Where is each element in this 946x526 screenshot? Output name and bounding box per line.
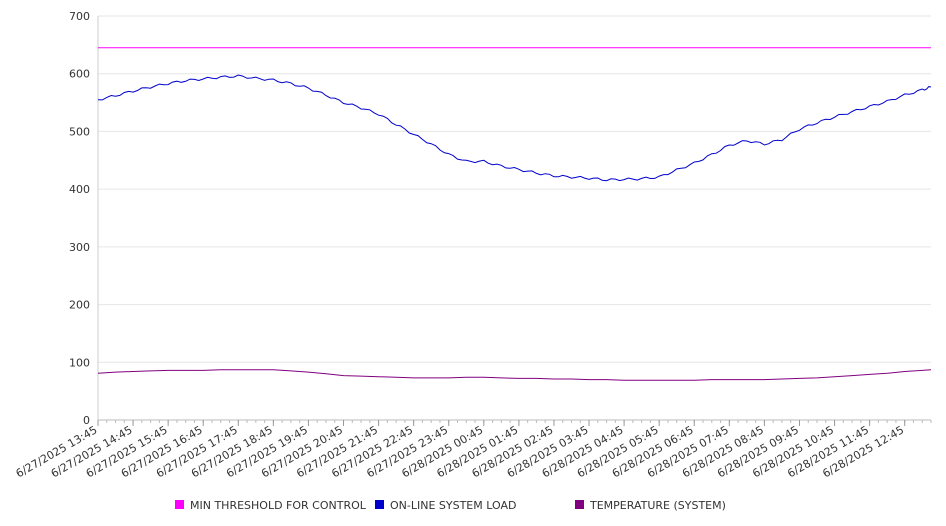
legend: MIN THRESHOLD FOR CONTROL ON-LINE SYSTEM … [175, 499, 726, 512]
series-line-temperature-system [97, 369, 932, 381]
y-tick-label: 300 [69, 241, 90, 254]
y-tick-label: 500 [69, 125, 90, 138]
y-tick-label: 100 [69, 356, 90, 369]
y-tick-label: 200 [69, 299, 90, 312]
legend-swatch [375, 500, 384, 509]
legend-swatch [575, 500, 584, 509]
legend-label: MIN THRESHOLD FOR CONTROL [190, 499, 367, 512]
y-tick-label: 600 [69, 68, 90, 81]
legend-label: TEMPERATURE (SYSTEM) [589, 499, 726, 512]
series-line-on-line-system-load [97, 74, 932, 182]
legend-swatch [175, 500, 184, 509]
grid-layer [98, 15, 931, 363]
series-layer [97, 47, 932, 381]
legend-label: ON-LINE SYSTEM LOAD [390, 499, 516, 512]
y-tick-label: 700 [69, 10, 90, 23]
y-tick-label: 0 [83, 414, 90, 427]
y-tick-label: 400 [69, 183, 90, 196]
